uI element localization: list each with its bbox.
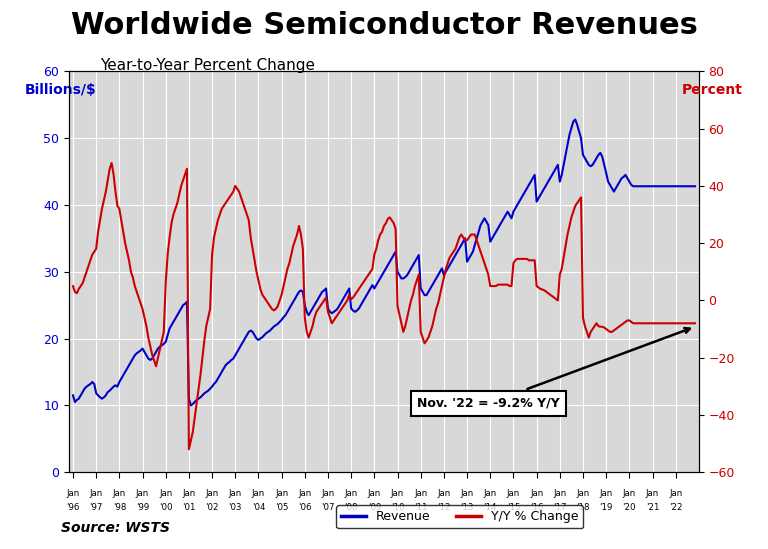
- Text: '03: '03: [229, 503, 242, 512]
- Text: Jan: Jan: [182, 489, 196, 498]
- Text: Jan: Jan: [576, 489, 590, 498]
- Text: '21: '21: [646, 503, 659, 512]
- Text: Jan: Jan: [484, 489, 497, 498]
- Text: Jan: Jan: [414, 489, 427, 498]
- Text: Billions/$: Billions/$: [25, 83, 97, 97]
- Text: '99: '99: [136, 503, 149, 512]
- Text: Jan: Jan: [206, 489, 219, 498]
- Text: Jan: Jan: [66, 489, 80, 498]
- Text: '05: '05: [275, 503, 288, 512]
- Text: Jan: Jan: [229, 489, 242, 498]
- Text: '09: '09: [368, 503, 381, 512]
- Text: '18: '18: [576, 503, 590, 512]
- Text: Jan: Jan: [136, 489, 149, 498]
- Text: Jan: Jan: [391, 489, 404, 498]
- Text: '12: '12: [437, 503, 451, 512]
- Text: '02: '02: [205, 503, 219, 512]
- Text: Jan: Jan: [553, 489, 567, 498]
- Text: Jan: Jan: [113, 489, 126, 498]
- Text: Jan: Jan: [530, 489, 543, 498]
- Text: Jan: Jan: [368, 489, 381, 498]
- Text: '14: '14: [484, 503, 497, 512]
- Text: Jan: Jan: [437, 489, 451, 498]
- Text: Jan: Jan: [600, 489, 613, 498]
- Text: '20: '20: [623, 503, 636, 512]
- Text: Percent: Percent: [682, 83, 743, 97]
- Text: Jan: Jan: [252, 489, 265, 498]
- Text: '08: '08: [344, 503, 358, 512]
- Text: '04: '04: [252, 503, 265, 512]
- Text: '10: '10: [391, 503, 404, 512]
- Text: Year-to-Year Percent Change: Year-to-Year Percent Change: [100, 58, 315, 72]
- Text: Source: WSTS: Source: WSTS: [61, 521, 170, 535]
- Text: Jan: Jan: [461, 489, 474, 498]
- Text: '19: '19: [600, 503, 613, 512]
- Text: Jan: Jan: [345, 489, 358, 498]
- Text: '00: '00: [159, 503, 173, 512]
- Text: '15: '15: [507, 503, 520, 512]
- Text: '07: '07: [321, 503, 335, 512]
- Text: '17: '17: [553, 503, 567, 512]
- Text: Jan: Jan: [623, 489, 636, 498]
- Text: Jan: Jan: [298, 489, 311, 498]
- Text: '22: '22: [669, 503, 683, 512]
- Text: Jan: Jan: [275, 489, 288, 498]
- Text: '06: '06: [298, 503, 312, 512]
- Legend: Revenue, Y/Y % Change: Revenue, Y/Y % Change: [336, 505, 583, 528]
- Text: '98: '98: [113, 503, 126, 512]
- Text: Nov. '22 = -9.2% Y/Y: Nov. '22 = -9.2% Y/Y: [417, 328, 690, 410]
- Text: '96: '96: [66, 503, 80, 512]
- Text: '97: '97: [90, 503, 103, 512]
- Text: '11: '11: [414, 503, 428, 512]
- Text: Jan: Jan: [669, 489, 682, 498]
- Text: '13: '13: [460, 503, 474, 512]
- Text: Jan: Jan: [321, 489, 335, 498]
- Text: Jan: Jan: [507, 489, 520, 498]
- Text: Worldwide Semiconductor Revenues: Worldwide Semiconductor Revenues: [71, 11, 697, 40]
- Text: Jan: Jan: [90, 489, 103, 498]
- Text: '01: '01: [182, 503, 196, 512]
- Text: '16: '16: [530, 503, 544, 512]
- Text: Jan: Jan: [159, 489, 172, 498]
- Text: Jan: Jan: [646, 489, 659, 498]
